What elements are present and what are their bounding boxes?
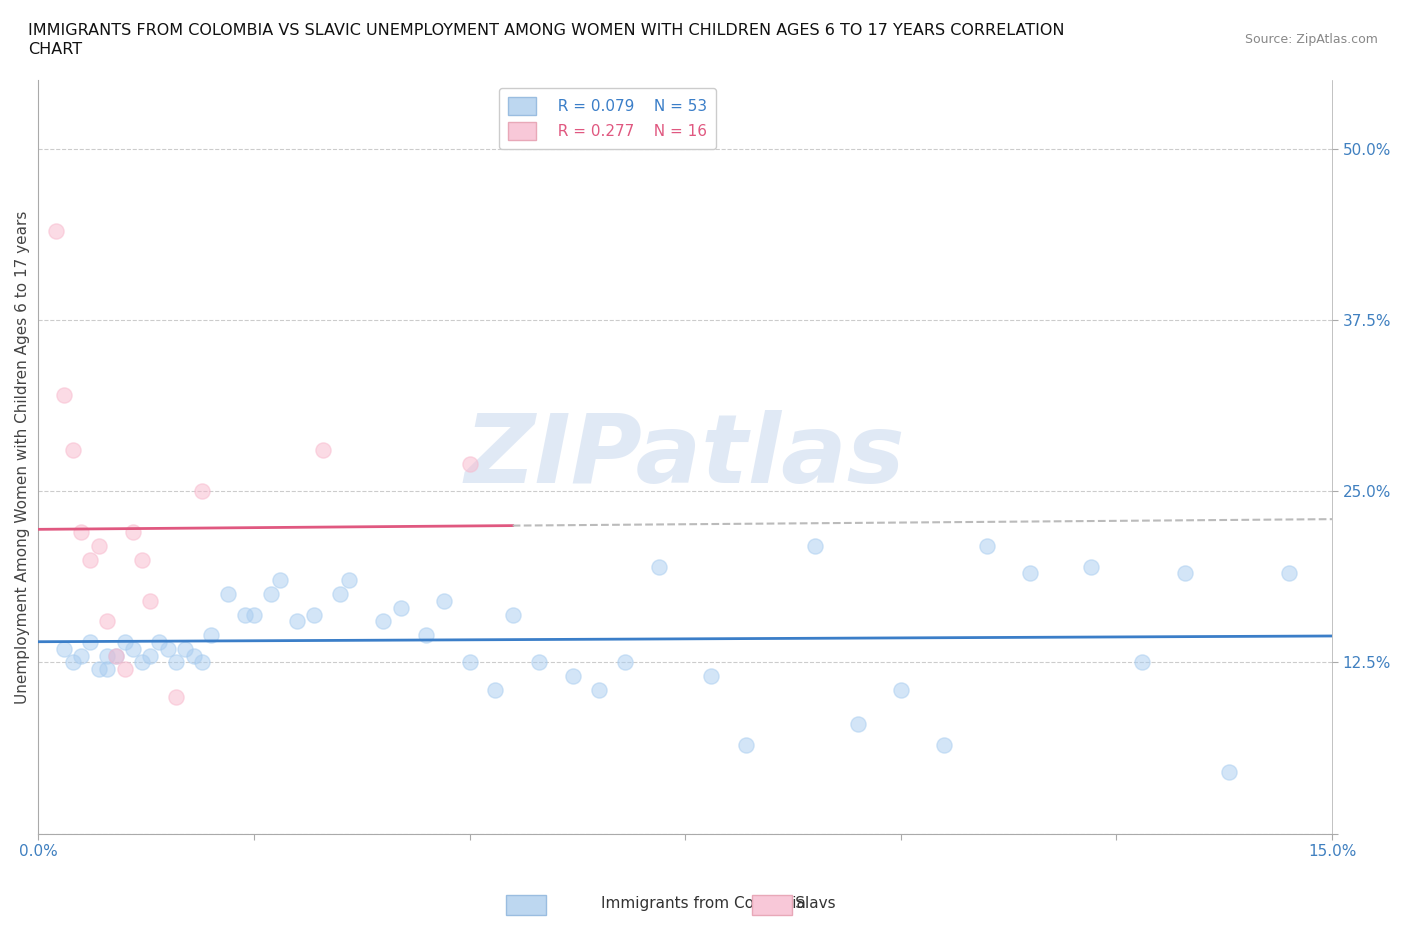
Point xyxy=(131,655,153,670)
Point xyxy=(260,587,283,602)
Point xyxy=(104,648,127,663)
Point xyxy=(329,587,352,602)
Point xyxy=(1174,566,1197,581)
Point xyxy=(62,443,84,458)
Point xyxy=(1278,566,1301,581)
Point xyxy=(114,662,136,677)
Point xyxy=(1218,764,1240,779)
Point xyxy=(165,655,187,670)
Point xyxy=(846,717,869,732)
Point xyxy=(1019,566,1042,581)
Point xyxy=(114,634,136,649)
Point xyxy=(131,552,153,567)
Text: CHART: CHART xyxy=(28,42,82,57)
Point xyxy=(70,648,93,663)
Point xyxy=(191,484,214,498)
Point xyxy=(200,628,222,643)
Point xyxy=(458,457,481,472)
Point xyxy=(79,634,101,649)
Point xyxy=(502,607,524,622)
Point xyxy=(932,737,955,752)
Point xyxy=(62,655,84,670)
Point xyxy=(890,683,912,698)
Point xyxy=(285,614,308,629)
Point xyxy=(183,648,205,663)
Point xyxy=(233,607,256,622)
Point xyxy=(96,662,118,677)
Point xyxy=(87,662,110,677)
Text: Slavs: Slavs xyxy=(571,897,835,911)
Point xyxy=(648,559,671,574)
Text: IMMIGRANTS FROM COLOMBIA VS SLAVIC UNEMPLOYMENT AMONG WOMEN WITH CHILDREN AGES 6: IMMIGRANTS FROM COLOMBIA VS SLAVIC UNEMP… xyxy=(28,23,1064,38)
Point xyxy=(156,642,179,657)
Point xyxy=(79,552,101,567)
Point xyxy=(104,648,127,663)
Point xyxy=(148,634,170,649)
Point xyxy=(122,642,145,657)
Point xyxy=(269,573,291,588)
Y-axis label: Unemployment Among Women with Children Ages 6 to 17 years: Unemployment Among Women with Children A… xyxy=(15,210,30,704)
Point xyxy=(1080,559,1102,574)
Point xyxy=(389,600,412,615)
Point xyxy=(96,614,118,629)
Legend:   R = 0.079    N = 53,   R = 0.277    N = 16: R = 0.079 N = 53, R = 0.277 N = 16 xyxy=(499,87,716,149)
Point xyxy=(700,669,723,684)
Point xyxy=(70,525,93,539)
Point xyxy=(458,655,481,670)
Point xyxy=(304,607,326,622)
Text: Source: ZipAtlas.com: Source: ZipAtlas.com xyxy=(1244,33,1378,46)
Point xyxy=(484,683,506,698)
Point xyxy=(433,593,456,608)
Point xyxy=(312,443,335,458)
Point xyxy=(87,538,110,553)
Point xyxy=(96,648,118,663)
Point xyxy=(122,525,145,539)
Point xyxy=(562,669,585,684)
Point xyxy=(53,642,76,657)
Point xyxy=(588,683,610,698)
Point xyxy=(139,648,162,663)
Point xyxy=(373,614,395,629)
Text: ZIPatlas: ZIPatlas xyxy=(465,410,905,503)
Point xyxy=(174,642,197,657)
Point xyxy=(217,587,239,602)
Point xyxy=(415,628,437,643)
Point xyxy=(139,593,162,608)
Point xyxy=(45,223,67,238)
Text: Immigrants from Colombia: Immigrants from Colombia xyxy=(600,897,806,911)
Point xyxy=(191,655,214,670)
Point xyxy=(337,573,360,588)
Point xyxy=(53,388,76,403)
Point xyxy=(734,737,756,752)
Point xyxy=(165,689,187,704)
Point xyxy=(1130,655,1153,670)
Point xyxy=(803,538,825,553)
Point xyxy=(976,538,998,553)
Point xyxy=(613,655,636,670)
Point xyxy=(243,607,266,622)
Point xyxy=(527,655,550,670)
